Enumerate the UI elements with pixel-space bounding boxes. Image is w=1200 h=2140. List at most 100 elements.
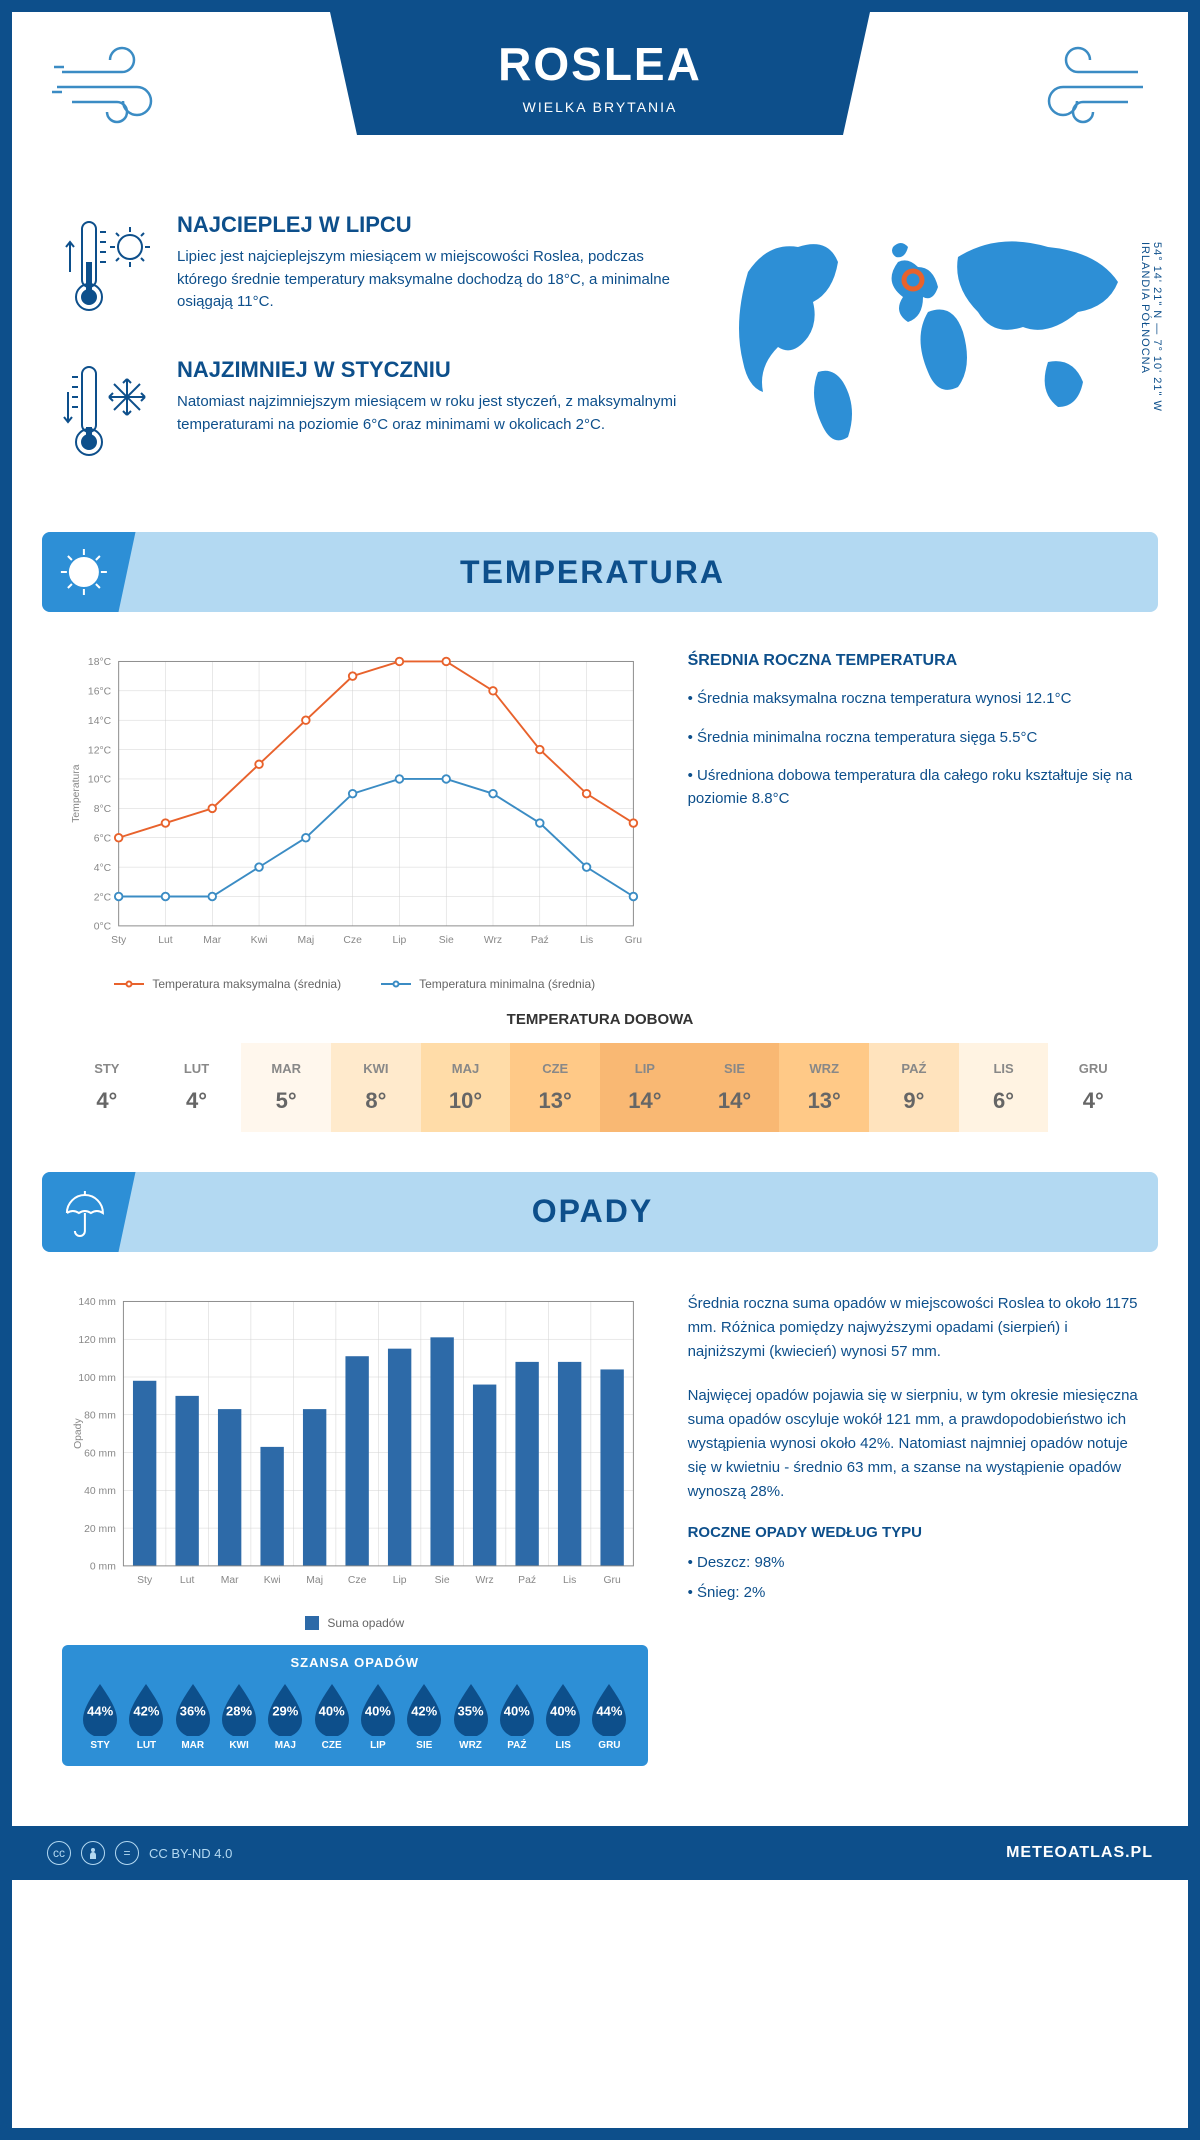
drop-icon: 40% [494,1680,540,1736]
svg-text:Gru: Gru [603,1575,621,1586]
daily-temp-cell: PAŹ 9° [869,1043,959,1132]
daily-month: LIS [959,1061,1049,1076]
temperature-chart: 0°C2°C4°C6°C8°C10°C12°C14°C16°C18°CStyLu… [62,652,648,991]
license-text: CC BY-ND 4.0 [149,1846,232,1861]
chance-month: LIP [355,1740,401,1751]
intro-section: NAJCIEPLEJ W LIPCU Lipiec jest najcieple… [12,192,1188,532]
drop-icon: 36% [170,1680,216,1736]
daily-value: 9° [869,1088,959,1114]
page: ROSLEA WIELKA BRYTANIA [0,0,1200,2140]
daily-value: 8° [331,1088,421,1114]
coordinates-label: 54° 14' 21" N — 7° 10' 21" W IRLANDIA PÓ… [1139,242,1163,412]
chance-month: LUT [123,1740,169,1751]
chance-month: MAJ [262,1740,308,1751]
chance-value: 42% [411,1704,437,1719]
wind-deco-left-icon [52,42,182,137]
temp-bullet: • Uśredniona dobowa temperatura dla całe… [688,765,1138,810]
drop-icon: 42% [123,1680,169,1736]
daily-month: LIP [600,1061,690,1076]
world-map-icon [718,212,1138,452]
daily-temp-cell: GRU 4° [1048,1043,1138,1132]
coldest-desc: Natomiast najzimniejszym miesiącem w rok… [177,391,678,436]
daily-temp-cell: WRZ 13° [779,1043,869,1132]
daily-value: 4° [152,1088,242,1114]
footer-site: METEOATLAS.PL [1006,1844,1153,1862]
svg-text:Lis: Lis [580,935,593,946]
temp-bullet: • Średnia maksymalna roczna temperatura … [688,688,1138,711]
chance-cell: 35% WRZ [447,1680,493,1751]
svg-text:12°C: 12°C [88,745,112,756]
daily-temp-cell: LUT 4° [152,1043,242,1132]
daily-month: KWI [331,1061,421,1076]
chance-value: 29% [272,1704,298,1719]
daily-temp-cell: LIS 6° [959,1043,1049,1132]
chance-cell: 28% KWI [216,1680,262,1751]
sun-icon [42,532,136,612]
daily-value: 13° [510,1088,600,1114]
drop-icon: 35% [448,1680,494,1736]
svg-text:14°C: 14°C [88,716,112,727]
precip-type-title: ROCZNE OPADY WEDŁUG TYPU [688,1524,1138,1541]
header: ROSLEA WIELKA BRYTANIA [12,12,1188,192]
drop-icon: 28% [216,1680,262,1736]
chance-cell: 44% GRU [586,1680,632,1751]
coldest-month-block: NAJZIMNIEJ W STYCZNIU Natomiast najzimni… [62,357,678,472]
legend-item: Temperatura maksymalna (średnia) [114,977,341,991]
page-subtitle: WIELKA BRYTANIA [330,99,870,115]
svg-text:Kwi: Kwi [251,935,268,946]
svg-text:Temperatura: Temperatura [71,764,82,822]
svg-text:Maj: Maj [306,1575,323,1586]
temperature-title: TEMPERATURA [127,554,1158,591]
precip-side-info: Średnia roczna suma opadów w miejscowośc… [688,1292,1138,1767]
drop-icon: 29% [262,1680,308,1736]
svg-text:16°C: 16°C [88,687,112,698]
daily-temp-cell: SIE 14° [690,1043,780,1132]
svg-text:2°C: 2°C [94,892,112,903]
svg-text:Lip: Lip [392,935,406,946]
svg-text:80 mm: 80 mm [84,1410,116,1421]
chance-cell: 40% CZE [308,1680,354,1751]
daily-temp-cell: MAR 5° [241,1043,331,1132]
svg-text:Gru: Gru [625,935,643,946]
svg-text:Kwi: Kwi [264,1575,281,1586]
temp-bullet: • Średnia minimalna roczna temperatura s… [688,727,1138,750]
daily-value: 13° [779,1088,869,1114]
temperature-legend: Temperatura maksymalna (średnia) Temperat… [62,977,648,991]
legend-item: Temperatura minimalna (średnia) [381,977,595,991]
chance-cell: 36% MAR [170,1680,216,1751]
svg-text:40 mm: 40 mm [84,1486,116,1497]
svg-text:0°C: 0°C [94,922,112,933]
drop-icon: 44% [77,1680,123,1736]
hottest-desc: Lipiec jest najcieplejszym miesiącem w m… [177,246,678,314]
daily-temp-cell: LIP 14° [600,1043,690,1132]
daily-value: 14° [690,1088,780,1114]
precip-bar-chart: 0 mm20 mm40 mm60 mm80 mm100 mm120 mm140 … [62,1292,648,1631]
daily-month: MAR [241,1061,331,1076]
coldest-title: NAJZIMNIEJ W STYCZNIU [177,357,678,383]
world-map-block: 54° 14' 21" N — 7° 10' 21" W IRLANDIA PÓ… [718,212,1138,502]
svg-text:Cze: Cze [348,1575,367,1586]
chance-cell: 44% STY [77,1680,123,1751]
chance-value: 44% [596,1704,622,1719]
drop-icon: 44% [586,1680,632,1736]
chance-month: PAŹ [494,1740,540,1751]
daily-month: SIE [690,1061,780,1076]
svg-text:18°C: 18°C [88,657,112,668]
daily-temp-title: TEMPERATURA DOBOWA [62,1011,1138,1028]
precip-section-header: OPADY [42,1172,1158,1252]
svg-text:10°C: 10°C [88,775,112,786]
chance-cell: 40% PAŹ [494,1680,540,1751]
svg-text:20 mm: 20 mm [84,1524,116,1535]
nd-icon: = [115,1841,139,1865]
chance-cell: 42% LUT [123,1680,169,1751]
precip-type-line: • Śnieg: 2% [688,1581,1138,1605]
daily-value: 5° [241,1088,331,1114]
thermometer-hot-icon [62,212,152,327]
footer-license: cc = CC BY-ND 4.0 [47,1841,232,1865]
chance-value: 28% [226,1704,252,1719]
chance-value: 42% [133,1704,159,1719]
hottest-month-block: NAJCIEPLEJ W LIPCU Lipiec jest najcieple… [62,212,678,327]
daily-value: 6° [959,1088,1049,1114]
precip-legend-label: Suma opadów [327,1616,404,1630]
precip-title: OPADY [127,1193,1158,1230]
